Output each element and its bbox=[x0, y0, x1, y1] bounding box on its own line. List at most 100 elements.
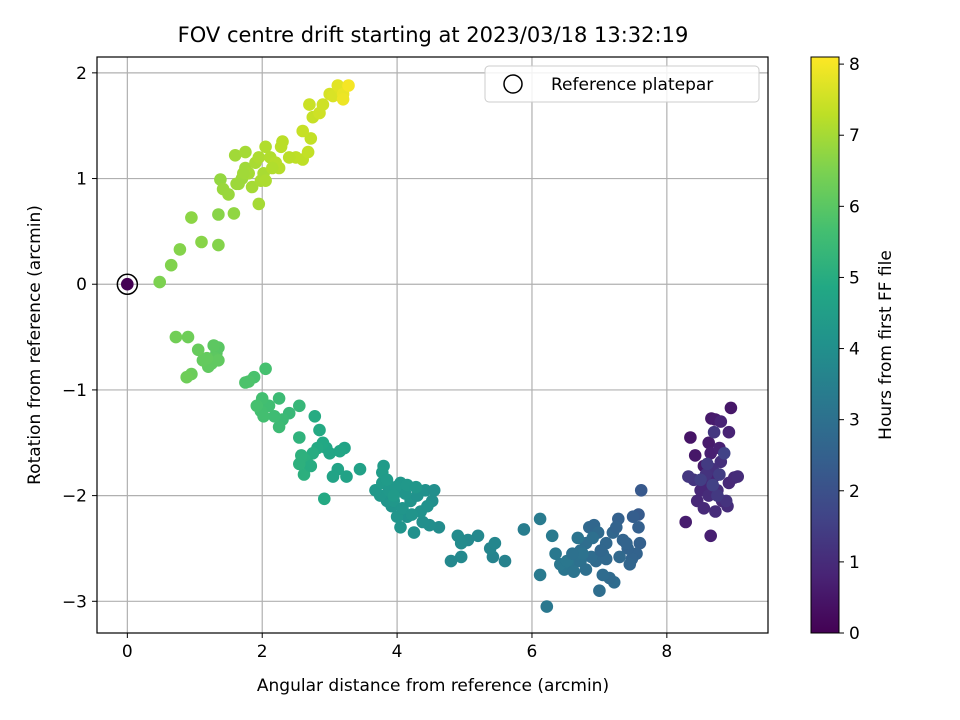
scatter-point bbox=[252, 197, 266, 211]
scatter-point bbox=[245, 180, 259, 194]
scatter-point bbox=[252, 151, 266, 164]
scatter-point bbox=[250, 399, 264, 413]
scatter-point bbox=[713, 468, 726, 481]
scatter-point bbox=[706, 478, 719, 492]
scatter-point bbox=[540, 600, 554, 613]
scatter-point bbox=[704, 529, 717, 543]
colorbar-gradient bbox=[810, 56, 840, 634]
colorbar-tick-label: 3 bbox=[849, 411, 860, 431]
scatter-point bbox=[714, 415, 728, 428]
scatter-point bbox=[488, 536, 502, 550]
scatter-point bbox=[353, 462, 367, 476]
scatter-point bbox=[626, 510, 640, 523]
scatter-point bbox=[257, 410, 270, 423]
scatter-point bbox=[239, 145, 252, 159]
scatter-point bbox=[724, 401, 738, 415]
scatter-point bbox=[694, 473, 707, 487]
scatter-point bbox=[567, 565, 581, 578]
scatter-point bbox=[164, 258, 178, 272]
scatter-point bbox=[451, 529, 465, 543]
scatter-point bbox=[634, 484, 648, 497]
scatter-point bbox=[266, 161, 279, 175]
x-tick-label: 4 bbox=[392, 642, 403, 662]
scatter-point bbox=[610, 521, 623, 534]
scatter-point bbox=[169, 330, 183, 344]
scatter-point bbox=[276, 135, 289, 148]
colorbar-tick-label: 2 bbox=[849, 482, 860, 502]
scatter-point bbox=[180, 370, 193, 384]
plot-frame bbox=[96, 56, 769, 634]
scatter-point bbox=[237, 167, 250, 180]
scatter-point bbox=[207, 339, 220, 352]
scatter-point bbox=[731, 470, 744, 483]
scatter-point bbox=[195, 235, 208, 249]
x-axis-label: Angular distance from reference (arcmin) bbox=[257, 676, 609, 696]
scatter-point bbox=[293, 457, 306, 471]
scatter-point bbox=[586, 531, 599, 545]
scatter-point bbox=[333, 444, 347, 458]
scatter-point bbox=[471, 529, 485, 543]
scatter-point bbox=[308, 410, 322, 423]
scatter-point bbox=[304, 132, 318, 145]
scatter-point bbox=[212, 354, 225, 367]
colorbar-tick-label: 7 bbox=[849, 126, 860, 146]
scatter-point bbox=[596, 568, 610, 582]
scatter-point bbox=[594, 544, 608, 557]
reference-platepar-marker bbox=[116, 273, 139, 295]
scatter-point bbox=[409, 480, 423, 494]
scatter-point bbox=[272, 420, 286, 434]
scatter-point bbox=[227, 207, 241, 220]
scatter-point bbox=[232, 177, 245, 191]
colorbar-tick-label: 1 bbox=[849, 553, 860, 573]
scatter-point bbox=[318, 492, 331, 506]
scatter-point bbox=[679, 515, 692, 529]
scatter-point bbox=[701, 457, 714, 471]
chart-title: FOV centre drift starting at 2023/03/18 … bbox=[178, 23, 689, 47]
colorbar-tick-label: 5 bbox=[849, 268, 860, 288]
y-tick-label: 1 bbox=[76, 170, 87, 190]
x-tick-label: 6 bbox=[527, 642, 538, 662]
scatter-point bbox=[576, 547, 589, 560]
scatter-point bbox=[296, 124, 310, 138]
y-tick-label: −2 bbox=[62, 487, 87, 507]
scatter-point bbox=[632, 521, 645, 534]
scatter-point bbox=[444, 554, 458, 568]
scatter-point bbox=[549, 547, 562, 560]
scatter-point bbox=[303, 98, 316, 111]
scatter-point bbox=[454, 550, 468, 564]
scatter-point bbox=[427, 484, 441, 497]
scatter-point bbox=[340, 470, 353, 483]
scatter-point bbox=[239, 376, 252, 389]
scatter-point bbox=[405, 508, 419, 521]
scatter-point bbox=[684, 431, 697, 444]
plot-area: 0 2 4 6 8 −3 −2 −1 0 1 2 bbox=[62, 56, 769, 662]
x-tick-label: 0 bbox=[122, 642, 133, 662]
scatter-point bbox=[293, 399, 306, 413]
scatter-point bbox=[173, 243, 187, 256]
scatter-point bbox=[722, 425, 736, 439]
scatter-point bbox=[153, 275, 166, 289]
legend-label: Reference platepar bbox=[551, 75, 713, 95]
scatter-point bbox=[688, 449, 702, 462]
scatter-point bbox=[579, 563, 593, 576]
scatter-point bbox=[272, 392, 286, 405]
scatter-point bbox=[259, 362, 272, 376]
colorbar-tick-label: 8 bbox=[849, 55, 860, 75]
scatter-point bbox=[326, 470, 340, 483]
y-tick-label: 2 bbox=[76, 64, 87, 84]
scatter-point bbox=[316, 98, 330, 111]
legend: Reference platepar bbox=[484, 65, 760, 103]
scatter-point bbox=[432, 521, 446, 534]
scatter-point bbox=[421, 499, 434, 513]
legend-reference-marker bbox=[503, 74, 523, 94]
scatter-point bbox=[191, 343, 205, 357]
scatter-point bbox=[416, 515, 430, 529]
scatter-point bbox=[342, 79, 355, 92]
colorbar-label: Hours from first FF file bbox=[876, 250, 896, 440]
scatter-point bbox=[566, 547, 579, 560]
scatter-point bbox=[222, 188, 235, 201]
y-tick-label: −3 bbox=[62, 592, 87, 612]
scatter-point bbox=[380, 473, 394, 487]
x-tick-label: 2 bbox=[257, 642, 268, 662]
